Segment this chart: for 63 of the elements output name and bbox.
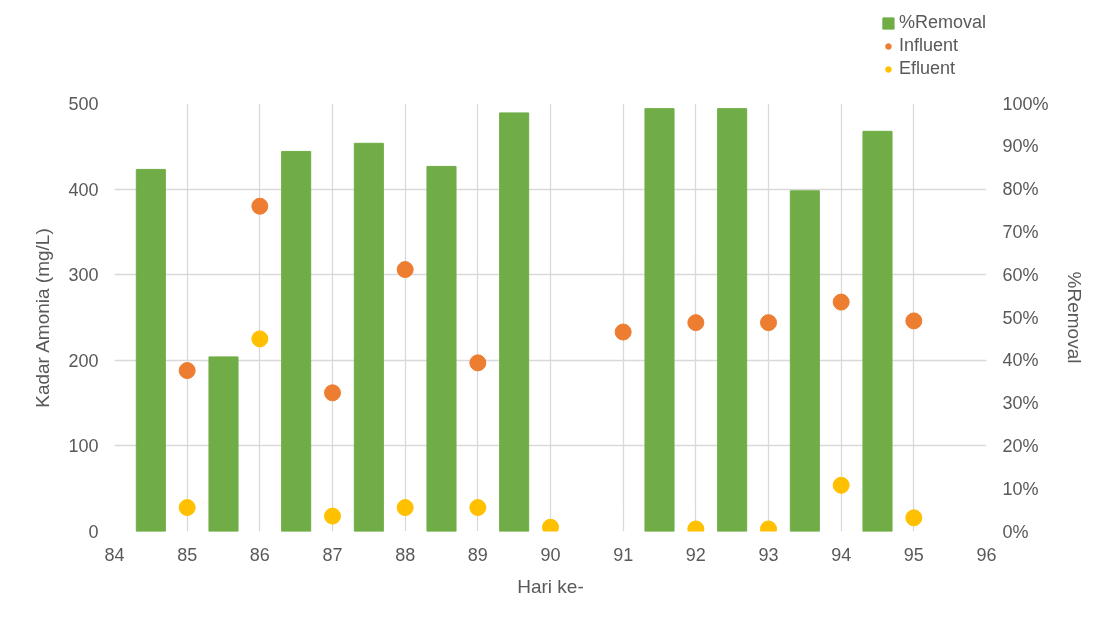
x-tick-label: 84 bbox=[104, 544, 125, 565]
point bbox=[687, 314, 705, 332]
point bbox=[251, 330, 269, 348]
point bbox=[178, 362, 196, 380]
y2-tick-label: 70% bbox=[1002, 221, 1039, 242]
x-tick-label: 95 bbox=[903, 544, 924, 565]
point bbox=[832, 293, 850, 311]
y-tick-label: 300 bbox=[68, 265, 99, 286]
x-tick-label: 89 bbox=[467, 544, 488, 565]
y-tick-label: 100 bbox=[68, 436, 99, 457]
x-tick-label: 91 bbox=[613, 544, 634, 565]
y-axis-title: Kadar Amonia (mg/L) bbox=[32, 228, 54, 408]
y2-tick-label: 90% bbox=[1002, 136, 1039, 157]
bar bbox=[135, 168, 166, 532]
y2-tick-label: 0% bbox=[1002, 521, 1029, 542]
bar bbox=[644, 108, 675, 532]
x-tick-label: 92 bbox=[685, 544, 706, 565]
point bbox=[396, 261, 414, 279]
point bbox=[905, 312, 923, 330]
point bbox=[760, 314, 777, 332]
bar bbox=[208, 356, 239, 532]
point bbox=[324, 507, 341, 525]
legend-label: %Removal bbox=[898, 12, 986, 33]
legend-label: Efluent bbox=[898, 58, 956, 79]
bar bbox=[717, 108, 748, 532]
bar bbox=[426, 165, 457, 532]
y2-tick-label: 20% bbox=[1002, 435, 1039, 456]
point bbox=[178, 499, 196, 517]
point bbox=[396, 499, 414, 517]
x-tick-label: 87 bbox=[322, 544, 343, 565]
bar bbox=[281, 150, 312, 532]
point bbox=[469, 354, 487, 372]
y2-tick-label: 60% bbox=[1002, 264, 1039, 285]
point bbox=[469, 499, 487, 517]
bar bbox=[353, 142, 384, 532]
y-tick-label: 200 bbox=[68, 350, 99, 371]
point bbox=[905, 509, 923, 527]
x-tick-label: 90 bbox=[540, 544, 561, 565]
bar bbox=[789, 190, 820, 532]
y2-tick-label: 100% bbox=[1002, 93, 1049, 114]
y-tick-label: 400 bbox=[68, 179, 99, 200]
x-tick-label: 86 bbox=[249, 544, 270, 565]
x-tick-label: 85 bbox=[177, 544, 198, 565]
x-axis-title: Hari ke- bbox=[517, 575, 584, 597]
legend-label: Influent bbox=[898, 35, 959, 56]
x-tick-label: 96 bbox=[976, 544, 997, 565]
y2-axis-title: %Removal bbox=[1063, 271, 1085, 364]
bar bbox=[862, 130, 893, 532]
point bbox=[251, 197, 269, 215]
bar bbox=[499, 112, 530, 532]
point bbox=[614, 323, 632, 341]
y-tick-label: 0 bbox=[88, 522, 99, 542]
y-tick-label: 500 bbox=[68, 94, 99, 114]
point bbox=[324, 384, 341, 402]
x-tick-label: 88 bbox=[395, 544, 416, 565]
y2-tick-label: 10% bbox=[1002, 478, 1039, 499]
x-tick-label: 94 bbox=[831, 544, 852, 565]
y2-tick-label: 30% bbox=[1002, 393, 1039, 414]
point bbox=[832, 476, 850, 494]
x-tick-label: 93 bbox=[758, 544, 779, 565]
y2-tick-label: 50% bbox=[1002, 307, 1039, 328]
y2-tick-label: 40% bbox=[1002, 350, 1039, 371]
y2-tick-label: 80% bbox=[1002, 179, 1039, 200]
